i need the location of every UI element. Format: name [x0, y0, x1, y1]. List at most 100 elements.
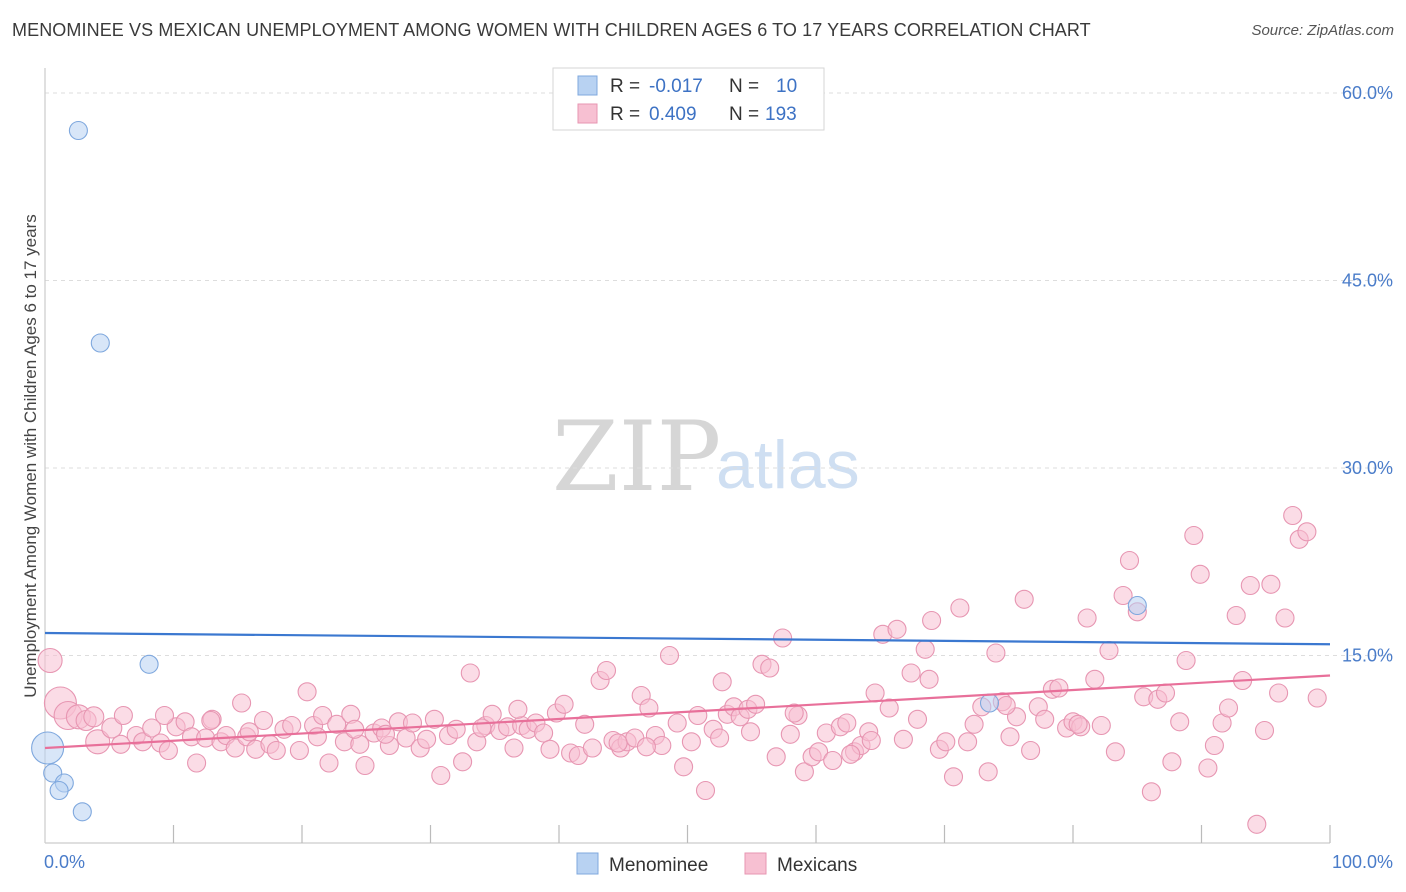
mexicans-point — [1119, 550, 1140, 571]
y-tick-label: 60.0% — [1342, 83, 1393, 103]
mexicans-point — [1105, 742, 1125, 762]
mexicans-point — [534, 723, 554, 743]
mexicans-point — [636, 737, 656, 757]
legend-n-label-2: N = — [729, 104, 759, 125]
mexicans-point — [142, 718, 162, 738]
bottom-legend-swatch-mexicans — [744, 852, 767, 875]
mexicans-point — [1049, 678, 1069, 698]
menominee-point — [979, 693, 1000, 713]
mexicans-point — [1000, 727, 1020, 747]
mexicans-point — [113, 705, 133, 726]
mexicans-point — [297, 682, 317, 702]
mexicans-point — [746, 694, 766, 714]
mexicans-point — [319, 753, 339, 773]
legend-r-label-1: R = — [610, 76, 640, 97]
mexicans-point — [1113, 585, 1133, 606]
mexicans-point — [253, 710, 274, 731]
mexicans-point — [282, 715, 302, 736]
mexicans-point — [667, 713, 687, 733]
x-tick-label-max: 100.0% — [1332, 852, 1393, 872]
mexicans-point — [780, 724, 800, 744]
mexicans-point — [239, 722, 259, 742]
mexicans-point — [907, 709, 928, 729]
menominee-point — [72, 802, 92, 822]
mexicans-point — [784, 703, 804, 723]
mexicans-point — [996, 695, 1016, 716]
menominee-point — [90, 333, 110, 353]
menominee-point — [68, 120, 88, 141]
legend-n-value-1: 10 — [776, 76, 797, 97]
mexicans-point — [187, 753, 207, 773]
legend-n-value-2: 193 — [765, 104, 797, 125]
mexicans-point — [823, 750, 843, 771]
mexicans-point — [101, 717, 123, 739]
mexicans-point — [919, 669, 939, 689]
legend-box — [552, 67, 825, 131]
mexicans-point — [508, 699, 528, 719]
mexicans-point — [1254, 720, 1275, 741]
legend-n-label-1: N = — [729, 76, 759, 97]
source-label: Source: ZipAtlas.com — [1251, 22, 1394, 39]
mexicans-point — [1077, 608, 1097, 628]
mexicans-point — [37, 647, 63, 674]
mexicans-point — [327, 714, 347, 734]
trend-lines — [44, 631, 1331, 750]
mexicans-point — [83, 706, 105, 728]
correlation-legend: R = -0.017 N = 10 R = 0.409 N = 193 — [552, 67, 825, 131]
mexicans-point — [201, 710, 221, 731]
y-tick-labels: 15.0% 30.0% 45.0% 60.0% — [1342, 83, 1393, 666]
mexicans-point — [1170, 712, 1190, 732]
mexicans-point — [901, 663, 921, 683]
mexicans-point — [417, 729, 437, 749]
legend-swatch-menominee — [577, 75, 598, 96]
legend-r-value-1: -0.017 — [649, 76, 703, 97]
mexicans-point — [266, 740, 286, 761]
mexicans-point — [841, 744, 861, 764]
bottom-legend-swatch-menominee — [576, 852, 599, 875]
mexicans-point — [431, 765, 451, 786]
mexicans-point — [158, 740, 178, 761]
menominee-trend-line — [44, 631, 1331, 646]
mexicans-point — [958, 732, 978, 752]
mexicans-point — [472, 718, 492, 738]
mexicans-point — [681, 732, 701, 752]
bottom-legend-mexicans: Mexicans — [777, 855, 857, 876]
legend-r-value-2: 0.409 — [649, 104, 697, 125]
mexicans-point — [1275, 608, 1295, 628]
bottom-legend-menominee: Menominee — [609, 855, 708, 876]
mexicans-point — [794, 762, 814, 782]
mexicans-point — [893, 729, 913, 749]
mexicans-point — [1176, 650, 1196, 671]
mexicans-point — [1141, 782, 1161, 802]
mexicans-point — [760, 658, 780, 678]
mexicans-point — [986, 643, 1006, 663]
mexicans-point — [313, 705, 333, 726]
mexicans-point — [1307, 688, 1327, 708]
watermark-atlas: atlas — [716, 427, 860, 503]
mexicans-point — [1261, 574, 1281, 594]
mexicans-point — [355, 755, 375, 776]
mexicans-point — [424, 709, 444, 729]
mexicans-point — [809, 742, 829, 762]
mexicans-point — [453, 752, 473, 772]
mexicans-point — [695, 780, 716, 801]
mexicans-point — [1184, 525, 1204, 546]
points — [31, 120, 1327, 834]
mexicans-point — [154, 705, 175, 726]
mexicans-point — [861, 730, 881, 751]
mexicans-point — [1085, 669, 1105, 689]
grid — [45, 92, 1392, 656]
mexicans-point — [936, 732, 956, 752]
mexicans-point — [943, 767, 964, 787]
mexicans-point — [674, 757, 694, 777]
legend-swatch-mexicans — [577, 103, 598, 124]
mexicans-point — [1068, 714, 1088, 734]
mexicans-point — [307, 727, 327, 747]
menominee-point — [139, 654, 159, 674]
mexicans-point — [575, 714, 595, 734]
mexicans-point — [887, 619, 907, 639]
mexicans-point — [950, 598, 970, 618]
mexicans-point — [1218, 698, 1239, 718]
mexicans-point — [915, 639, 935, 659]
